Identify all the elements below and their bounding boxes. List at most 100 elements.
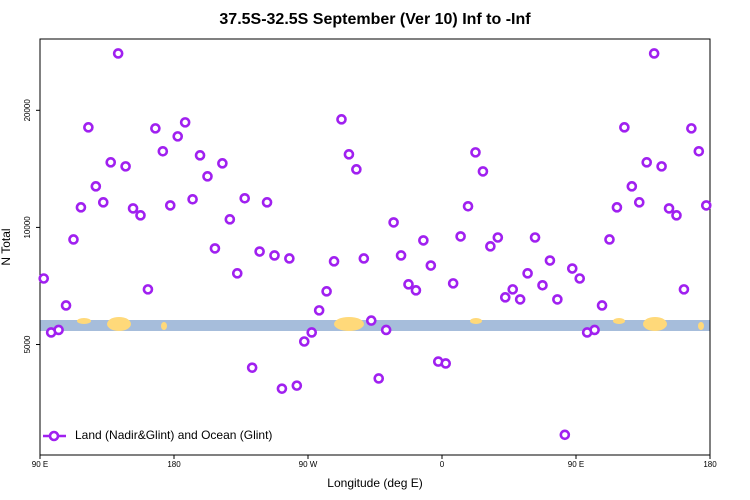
point [589, 324, 600, 336]
point [671, 210, 682, 221]
point [261, 197, 273, 208]
point [231, 268, 243, 279]
point [150, 123, 161, 134]
point [135, 210, 146, 221]
point [75, 202, 87, 213]
point [60, 300, 72, 311]
point [440, 358, 452, 369]
point [507, 284, 519, 295]
point [529, 232, 541, 243]
point [358, 253, 370, 264]
land [77, 317, 704, 331]
legend-marker [48, 430, 60, 442]
point [276, 383, 288, 394]
point [120, 161, 131, 172]
x-tick-label: 180 [703, 460, 717, 469]
point [388, 217, 399, 228]
point [641, 157, 653, 168]
point [246, 362, 258, 373]
y-tick-label: 5000 [23, 335, 32, 353]
point [239, 193, 251, 204]
point [224, 214, 236, 225]
point [343, 149, 355, 160]
point [395, 250, 407, 261]
point [626, 181, 638, 192]
point [187, 193, 198, 205]
point [462, 201, 474, 212]
point [492, 232, 504, 243]
point [83, 122, 94, 133]
point [105, 157, 117, 168]
point [90, 181, 102, 192]
point [403, 279, 414, 290]
x-tick-label: 0 [440, 460, 445, 469]
point [552, 294, 563, 305]
point [663, 203, 675, 214]
point [514, 294, 526, 305]
point [656, 161, 667, 172]
point [68, 234, 79, 245]
point [202, 171, 213, 182]
map-strip [40, 317, 710, 331]
legend-label: Land (Nadir&Glint) and Ocean (Glint) [75, 428, 272, 442]
point [112, 48, 124, 59]
point [425, 260, 437, 271]
y-tick-label: 20000 [23, 99, 32, 122]
point [291, 380, 303, 391]
point [298, 336, 310, 347]
point [537, 279, 548, 291]
x-tick-label: 90 W [299, 460, 318, 469]
point [596, 300, 608, 311]
point [633, 197, 645, 208]
chart-title: 37.5S-32.5S September (Ver 10) Inf to -I… [219, 11, 531, 28]
y-tick-label: 10000 [23, 216, 32, 239]
point [164, 200, 176, 211]
point [678, 284, 690, 295]
point [217, 158, 228, 169]
point [313, 305, 325, 316]
point [142, 284, 154, 295]
point [157, 146, 169, 157]
point [351, 164, 362, 175]
point [693, 146, 705, 157]
point [522, 268, 533, 279]
ocean [40, 320, 710, 331]
x-tick-label: 90 E [568, 460, 584, 469]
point [611, 202, 623, 213]
point [455, 231, 466, 242]
point [410, 285, 422, 296]
point [321, 286, 332, 297]
point [686, 123, 697, 134]
point [470, 147, 481, 158]
point [477, 166, 489, 177]
point [209, 243, 221, 254]
point [418, 235, 429, 246]
point [380, 324, 392, 336]
point [127, 203, 139, 214]
point [328, 256, 340, 267]
point [485, 241, 496, 252]
point [700, 200, 712, 211]
point [574, 273, 586, 284]
point [194, 150, 206, 161]
point [604, 234, 615, 245]
point [336, 114, 347, 125]
point [97, 197, 109, 208]
point [619, 122, 630, 133]
point [447, 278, 459, 289]
point [499, 292, 511, 303]
point [373, 373, 385, 384]
point [53, 324, 64, 336]
x-tick-label: 180 [167, 460, 181, 469]
point [559, 429, 571, 441]
point [365, 315, 377, 326]
point [566, 263, 578, 274]
point [172, 131, 184, 142]
point [648, 48, 660, 59]
point [179, 117, 191, 128]
point [544, 255, 556, 266]
y-axis-label: N Total [0, 228, 13, 265]
point [306, 327, 318, 338]
x-axis-label: Longitude (deg E) [327, 476, 422, 490]
